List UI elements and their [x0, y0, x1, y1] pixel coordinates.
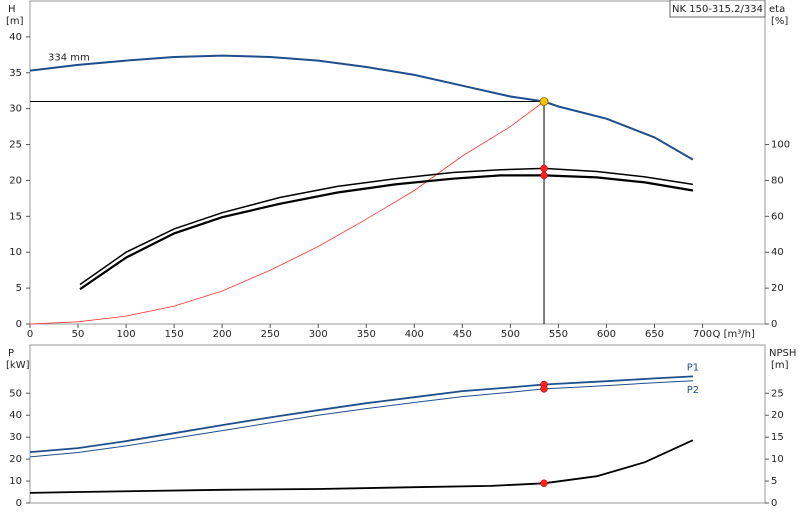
curve: [29, 54, 694, 161]
curve-label: P1: [687, 362, 699, 373]
curve: [79, 174, 694, 291]
y-tick-label: 10: [9, 476, 22, 487]
y-tick-label: 20: [9, 454, 22, 465]
y-tick-label: 50: [9, 388, 22, 399]
y2-tick-label: 10: [771, 454, 784, 465]
operating-marker: [540, 479, 548, 487]
x-tick-label: 500: [501, 329, 520, 340]
curve: [29, 439, 694, 494]
y-tick-label: 0: [16, 498, 22, 509]
y-tick-label: 5: [16, 283, 22, 294]
y2-tick-label: 0: [771, 498, 777, 509]
operating-point: [539, 97, 549, 106]
operating-marker: [540, 171, 548, 180]
y2-tick-label: 15: [771, 432, 784, 443]
curve-label: P2: [687, 385, 699, 396]
y-tick-label: 40: [9, 32, 22, 43]
x-tick-label: 550: [549, 329, 568, 340]
x-tick-label: 300: [309, 329, 328, 340]
y-tick-label: 30: [9, 104, 22, 115]
y2-tick-label: 100: [771, 140, 790, 151]
curve: [79, 167, 694, 286]
curve: [29, 375, 693, 453]
x-tick-label: 50: [72, 329, 85, 340]
y2-axis-unit: [%]: [771, 16, 788, 27]
operating-marker: [540, 164, 548, 173]
x-tick-label: 250: [261, 329, 280, 340]
x-tick-label: 400: [405, 329, 424, 340]
y2-axis-label: eta: [769, 4, 785, 15]
x-axis-label: Q [m³/h]: [713, 329, 755, 340]
plot-frame: [29, 0, 766, 325]
x-tick-label: 450: [453, 329, 472, 340]
y-axis-label: P: [8, 348, 14, 359]
y-tick-label: 35: [9, 68, 22, 79]
title-box: [669, 0, 766, 18]
y2-tick-label: 80: [771, 175, 784, 186]
y2-tick-label: 20: [771, 283, 784, 294]
y-tick-label: 15: [9, 211, 22, 222]
y-tick-label: 40: [9, 410, 22, 421]
x-tick-label: 700: [693, 329, 712, 340]
y-tick-label: 0: [16, 319, 22, 330]
y-tick-label: 25: [9, 140, 22, 151]
y2-tick-label: 5: [771, 476, 777, 487]
x-tick-label: 150: [165, 329, 184, 340]
x-tick-label: 200: [213, 329, 232, 340]
y2-tick-label: 25: [771, 388, 784, 399]
y-tick-label: 10: [9, 247, 22, 258]
y-axis-label: H: [8, 4, 16, 15]
chart-title: NK 150-315.2/334: [672, 4, 763, 15]
curve: [29, 380, 693, 458]
x-tick-label: 650: [645, 329, 664, 340]
x-tick-label: 100: [117, 329, 136, 340]
y-axis-unit: [kW]: [6, 360, 30, 371]
y2-tick-label: 20: [771, 410, 784, 421]
y-axis-unit: [m]: [6, 16, 24, 27]
y2-axis-label: NPSH: [769, 348, 796, 359]
y2-tick-label: 0: [771, 319, 777, 330]
x-tick-label: 0: [27, 329, 33, 340]
y-tick-label: 20: [9, 175, 22, 186]
plot-frame: [29, 344, 766, 504]
curve: [29, 101, 545, 325]
x-tick-label: 600: [597, 329, 616, 340]
curve-label: 334 mm: [48, 53, 90, 64]
y-tick-label: 30: [9, 432, 22, 443]
y2-tick-label: 40: [771, 247, 784, 258]
operating-marker: [540, 385, 548, 393]
x-tick-label: 350: [357, 329, 376, 340]
y2-tick-label: 60: [771, 211, 784, 222]
y2-axis-unit: [m]: [771, 360, 789, 371]
